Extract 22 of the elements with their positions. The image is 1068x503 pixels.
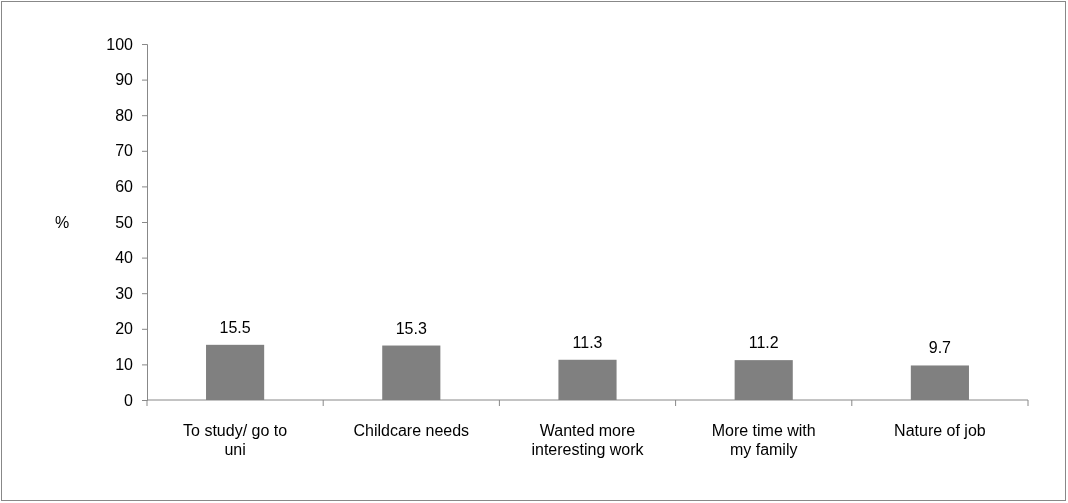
y-tick-label: 50 <box>115 213 134 231</box>
y-tick-label: 30 <box>115 284 134 302</box>
y-tick-label: 60 <box>115 178 134 196</box>
y-tick-label: 100 <box>106 35 134 53</box>
y-tick-label: 40 <box>115 249 134 267</box>
data-label: 15.3 <box>395 319 427 337</box>
x-tick-label: Nature of job <box>894 422 986 439</box>
y-tick-label: 10 <box>115 356 134 374</box>
y-tick-label: 0 <box>124 391 134 409</box>
y-tick-label: 70 <box>115 142 134 160</box>
data-label: 11.2 <box>748 334 779 352</box>
data-label: 15.5 <box>219 318 251 336</box>
x-tick-label: More time with my family <box>711 422 816 459</box>
data-label: 11.3 <box>572 333 603 351</box>
y-tick-label: 80 <box>115 106 134 124</box>
y-tick-label: 90 <box>115 71 134 89</box>
x-tick-label: Wanted more interesting work <box>531 422 645 459</box>
y-axis-title: % <box>54 214 70 231</box>
x-tick-label: Childcare needs <box>353 422 470 439</box>
data-label: 9.7 <box>928 339 952 357</box>
x-tick-label: To study/ go to uni <box>183 422 288 459</box>
y-tick-label: 20 <box>115 320 134 338</box>
